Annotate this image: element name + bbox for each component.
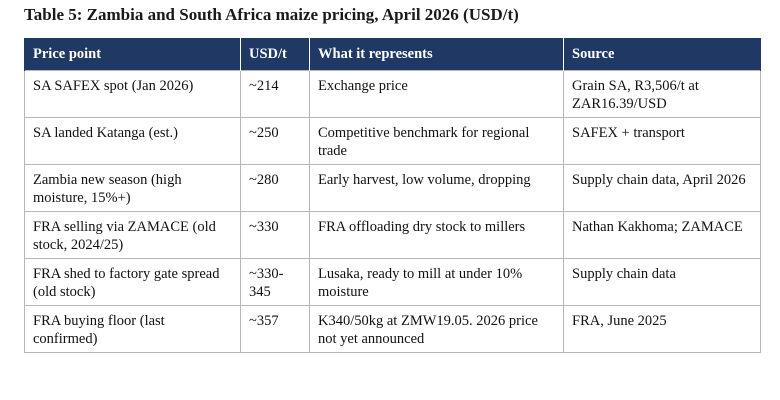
- cell-usd-per-tonne: ~330: [240, 211, 310, 259]
- cell-price-point: SA landed Katanga (est.): [24, 117, 241, 165]
- table-row: FRA shed to factory gate spread (old sto…: [24, 258, 761, 306]
- cell-what-it-represents: Exchange price: [309, 70, 564, 118]
- maize-pricing-table: Price point USD/t What it represents Sou…: [24, 38, 761, 353]
- table-row: SA SAFEX spot (Jan 2026) ~214 Exchange p…: [24, 70, 761, 118]
- cell-price-point: FRA selling via ZAMACE (old stock, 2024/…: [24, 211, 241, 259]
- column-header-usd-per-tonne: USD/t: [240, 38, 310, 71]
- cell-price-point: FRA shed to factory gate spread (old sto…: [24, 258, 241, 306]
- cell-what-it-represents: Competitive benchmark for regional trade: [309, 117, 564, 165]
- cell-what-it-represents: Lusaka, ready to mill at under 10% moist…: [309, 258, 564, 306]
- cell-what-it-represents: Early harvest, low volume, dropping: [309, 164, 564, 212]
- cell-source: FRA, June 2025: [563, 305, 761, 353]
- cell-usd-per-tonne: ~330-345: [240, 258, 310, 306]
- cell-source: Supply chain data, April 2026: [563, 164, 761, 212]
- column-header-price-point: Price point: [24, 38, 241, 71]
- cell-usd-per-tonne: ~357: [240, 305, 310, 353]
- cell-source: Grain SA, R3,506/t at ZAR16.39/USD: [563, 70, 761, 118]
- column-header-what-it-represents: What it represents: [309, 38, 564, 71]
- cell-usd-per-tonne: ~280: [240, 164, 310, 212]
- table-row: FRA selling via ZAMACE (old stock, 2024/…: [24, 211, 761, 259]
- cell-source: Nathan Kakhoma; ZAMACE: [563, 211, 761, 259]
- table-row: Zambia new season (high moisture, 15%+) …: [24, 164, 761, 212]
- table-row: SA landed Katanga (est.) ~250 Competitiv…: [24, 117, 761, 165]
- cell-usd-per-tonne: ~250: [240, 117, 310, 165]
- table-caption: Table 5: Zambia and South Africa maize p…: [24, 5, 519, 24]
- cell-what-it-represents: FRA offloading dry stock to millers: [309, 211, 564, 259]
- cell-what-it-represents: K340/50kg at ZMW19.05. 2026 price not ye…: [309, 305, 564, 353]
- table-header-row: Price point USD/t What it represents Sou…: [24, 38, 761, 71]
- table-row: FRA buying floor (last confirmed) ~357 K…: [24, 305, 761, 353]
- cell-source: SAFEX + transport: [563, 117, 761, 165]
- cell-price-point: SA SAFEX spot (Jan 2026): [24, 70, 241, 118]
- cell-usd-per-tonne: ~214: [240, 70, 310, 118]
- cell-price-point: Zambia new season (high moisture, 15%+): [24, 164, 241, 212]
- column-header-source: Source: [563, 38, 761, 71]
- cell-price-point: FRA buying floor (last confirmed): [24, 305, 241, 353]
- cell-source: Supply chain data: [563, 258, 761, 306]
